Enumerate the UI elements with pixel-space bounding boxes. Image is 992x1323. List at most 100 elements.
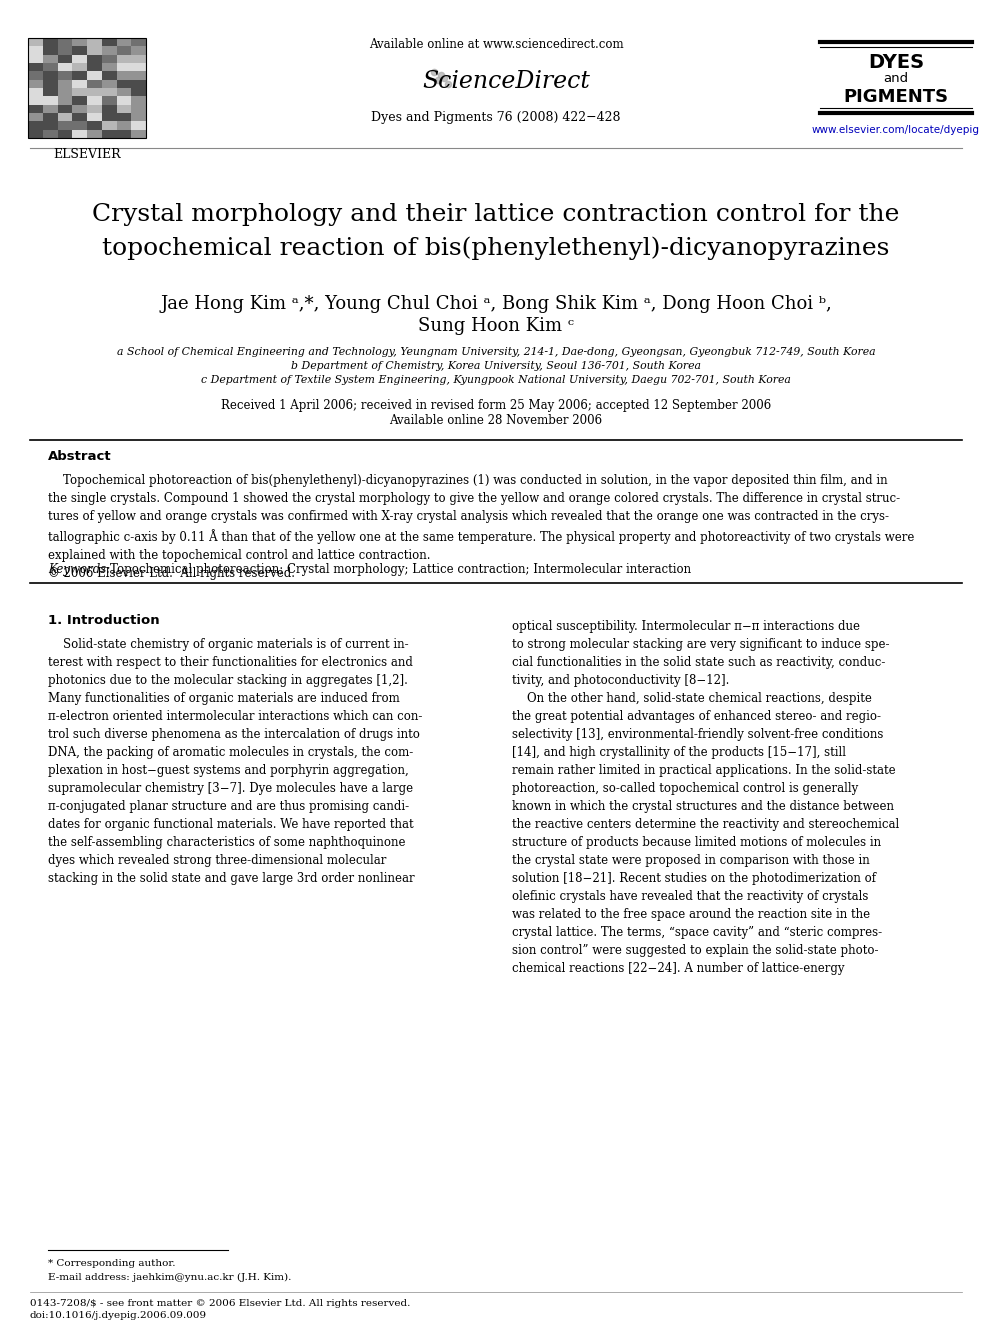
Bar <box>87 130 102 138</box>
Bar <box>72 54 87 64</box>
Bar <box>116 112 131 122</box>
Bar <box>28 38 43 46</box>
Bar <box>102 112 116 122</box>
Bar <box>43 46 58 54</box>
Text: Sung Hoon Kim ᶜ: Sung Hoon Kim ᶜ <box>418 318 574 335</box>
Bar <box>116 122 131 130</box>
Bar <box>102 71 116 79</box>
Bar <box>102 105 116 112</box>
Bar <box>43 89 58 97</box>
Bar <box>116 89 131 97</box>
Bar <box>43 97 58 105</box>
Bar <box>58 79 72 89</box>
Bar <box>43 64 58 71</box>
Bar <box>28 130 43 138</box>
Text: ELSEVIER: ELSEVIER <box>54 147 121 160</box>
Bar <box>116 71 131 79</box>
Bar <box>131 105 146 112</box>
Bar <box>43 71 58 79</box>
Bar <box>131 71 146 79</box>
Text: Dyes and Pigments 76 (2008) 422−428: Dyes and Pigments 76 (2008) 422−428 <box>371 111 621 124</box>
Text: 0143-7208/$ - see front matter © 2006 Elsevier Ltd. All rights reserved.: 0143-7208/$ - see front matter © 2006 El… <box>30 1298 411 1307</box>
Bar <box>58 122 72 130</box>
Text: Topochemical photoreaction; Crystal morphology; Lattice contraction; Intermolecu: Topochemical photoreaction; Crystal morp… <box>110 564 691 577</box>
Bar <box>116 79 131 89</box>
Bar <box>87 71 102 79</box>
Bar <box>131 64 146 71</box>
Bar <box>87 89 102 97</box>
Bar <box>28 89 43 97</box>
Bar <box>116 130 131 138</box>
Bar <box>102 89 116 97</box>
Bar <box>116 54 131 64</box>
Bar <box>43 105 58 112</box>
Bar <box>72 89 87 97</box>
Text: ScienceDirect: ScienceDirect <box>422 70 590 94</box>
Bar <box>58 38 72 46</box>
Bar <box>28 46 43 54</box>
Bar <box>72 130 87 138</box>
Bar <box>43 122 58 130</box>
Bar <box>87 79 102 89</box>
Text: Available online at www.sciencedirect.com: Available online at www.sciencedirect.co… <box>369 38 623 52</box>
Bar <box>58 105 72 112</box>
Bar <box>102 79 116 89</box>
Bar <box>28 79 43 89</box>
Bar <box>87 46 102 54</box>
Bar <box>28 122 43 130</box>
Text: Keywords:: Keywords: <box>48 564 114 577</box>
Bar <box>72 71 87 79</box>
Bar <box>43 112 58 122</box>
Bar <box>87 122 102 130</box>
Bar <box>131 46 146 54</box>
Bar <box>131 122 146 130</box>
Text: doi:10.1016/j.dyepig.2006.09.009: doi:10.1016/j.dyepig.2006.09.009 <box>30 1311 207 1319</box>
Bar <box>43 38 58 46</box>
Bar <box>131 130 146 138</box>
Bar <box>72 38 87 46</box>
Bar <box>131 54 146 64</box>
Bar <box>87 38 102 46</box>
Bar <box>43 54 58 64</box>
Bar <box>58 112 72 122</box>
Bar <box>102 130 116 138</box>
Text: Jae Hong Kim ᵃ,*, Young Chul Choi ᵃ, Bong Shik Kim ᵃ, Dong Hoon Choi ᵇ,: Jae Hong Kim ᵃ,*, Young Chul Choi ᵃ, Bon… <box>160 295 832 314</box>
Bar <box>72 112 87 122</box>
Bar <box>72 64 87 71</box>
Bar <box>28 64 43 71</box>
Bar <box>58 130 72 138</box>
Bar <box>131 38 146 46</box>
Bar <box>28 54 43 64</box>
Bar <box>58 89 72 97</box>
Bar <box>102 64 116 71</box>
Text: Abstract: Abstract <box>48 451 112 463</box>
Bar <box>58 97 72 105</box>
Bar <box>43 79 58 89</box>
Bar <box>87 97 102 105</box>
Bar <box>116 38 131 46</box>
Bar <box>102 38 116 46</box>
Bar <box>28 105 43 112</box>
Text: * Corresponding author.: * Corresponding author. <box>48 1259 176 1269</box>
Bar <box>131 89 146 97</box>
Bar <box>102 122 116 130</box>
Bar <box>102 46 116 54</box>
Text: and: and <box>884 73 909 86</box>
Bar <box>87 105 102 112</box>
Bar <box>131 97 146 105</box>
Bar <box>28 97 43 105</box>
Text: optical susceptibility. Intermolecular π−π interactions due
to strong molecular : optical susceptibility. Intermolecular π… <box>512 620 900 975</box>
Bar <box>87 54 102 64</box>
Bar <box>28 112 43 122</box>
Text: Received 1 April 2006; received in revised form 25 May 2006; accepted 12 Septemb: Received 1 April 2006; received in revis… <box>221 398 771 411</box>
Bar <box>116 105 131 112</box>
Bar <box>72 122 87 130</box>
Bar <box>72 97 87 105</box>
Text: c Department of Textile System Engineering, Kyungpook National University, Daegu: c Department of Textile System Engineeri… <box>201 374 791 385</box>
Text: Crystal morphology and their lattice contraction control for the: Crystal morphology and their lattice con… <box>92 204 900 226</box>
Text: topochemical reaction of bis(phenylethenyl)-dicyanopyrazines: topochemical reaction of bis(phenylethen… <box>102 237 890 259</box>
Text: www.elsevier.com/locate/dyepig: www.elsevier.com/locate/dyepig <box>812 124 980 135</box>
Bar <box>72 105 87 112</box>
Bar <box>58 71 72 79</box>
Text: b Department of Chemistry, Korea University, Seoul 136-701, South Korea: b Department of Chemistry, Korea Univers… <box>291 361 701 370</box>
